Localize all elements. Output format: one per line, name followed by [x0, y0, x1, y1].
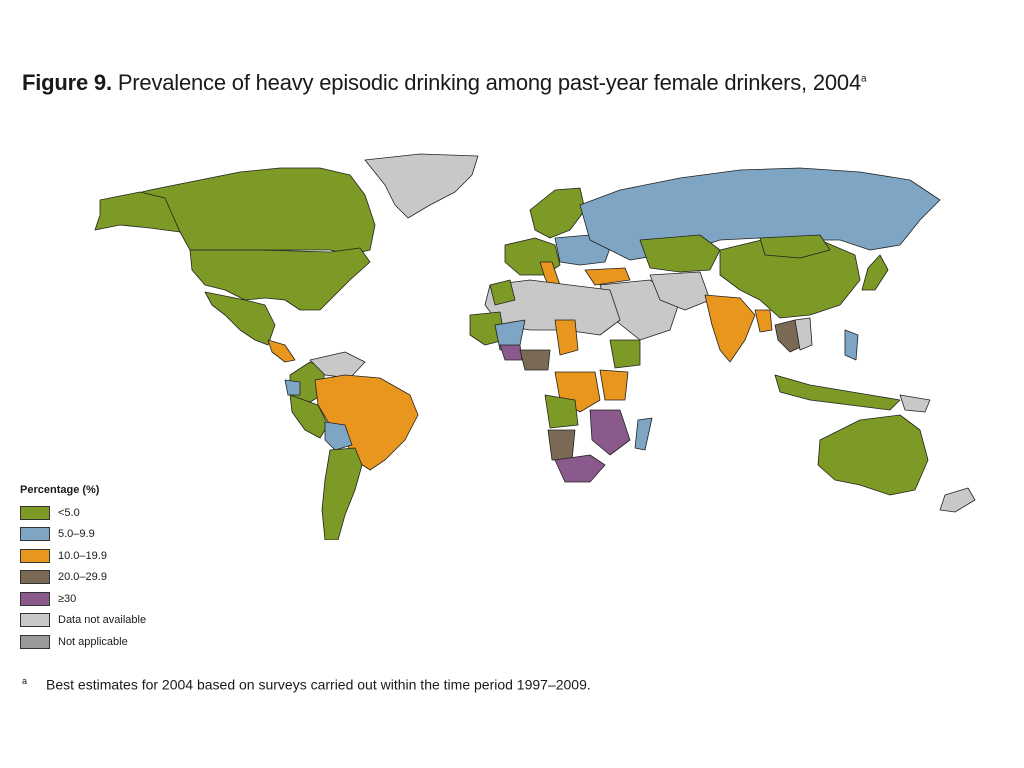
- region-bolivia: [324, 421, 353, 451]
- region-alaska: [94, 191, 181, 233]
- legend-item: 10.0–19.9: [20, 545, 146, 567]
- world-map: [94, 153, 976, 540]
- legend-swatch: [20, 527, 50, 542]
- map-legend: Percentage (%) <5.0 5.0–9.9 10.0–19.9 20.0–…: [20, 484, 146, 653]
- region-vietnam: [794, 317, 813, 351]
- legend-label: ≥30: [58, 592, 77, 605]
- legend-label: Data not available: [58, 614, 147, 627]
- legend-item: Data not available: [20, 610, 146, 632]
- region-nigeria: [499, 344, 523, 361]
- legend-swatch: [20, 613, 50, 628]
- region-philippines: [844, 329, 859, 361]
- region-turkey: [584, 267, 631, 286]
- region-madagascar: [634, 417, 653, 451]
- region-east-africa: [599, 369, 629, 401]
- region-southern-africa: [554, 454, 606, 483]
- region-central-africa: [519, 349, 551, 371]
- region-mali-niger: [469, 311, 506, 346]
- region-japan: [861, 254, 889, 291]
- region-ecuador: [284, 379, 301, 396]
- region-usa: [189, 247, 371, 311]
- legend-label: 20.0–29.9: [58, 571, 107, 584]
- region-peru: [289, 394, 329, 439]
- region-scandinavia: [529, 187, 586, 239]
- region-png: [899, 394, 931, 413]
- region-mexico: [204, 291, 276, 346]
- footnote-mark: a: [22, 676, 28, 686]
- region-myanmar: [754, 309, 773, 333]
- footnote: a Best estimates for 2004 based on survey…: [22, 676, 591, 693]
- region-iran: [649, 271, 711, 311]
- region-australia: [817, 414, 929, 496]
- legend-label: 5.0–9.9: [58, 528, 95, 541]
- legend-swatch: [20, 548, 50, 563]
- region-namibia: [547, 429, 576, 461]
- legend-swatch: [20, 570, 50, 585]
- region-venezuela: [309, 351, 366, 379]
- region-new-zealand: [939, 487, 976, 513]
- region-ethiopia: [609, 339, 641, 369]
- region-angola: [544, 394, 579, 429]
- legend-title: Percentage (%): [20, 484, 100, 496]
- region-zambia-mozambique: [589, 409, 631, 456]
- region-central-america: [267, 339, 296, 363]
- legend-swatch: [20, 591, 50, 606]
- region-india: [704, 294, 756, 363]
- title-footnote-mark: a: [861, 73, 867, 85]
- region-russia: [579, 167, 941, 261]
- legend-swatch: [20, 634, 50, 649]
- region-mongolia: [759, 234, 831, 259]
- figure-label: Figure 9.: [22, 70, 112, 95]
- legend-label: Not applicable: [58, 635, 128, 648]
- figure-title: Figure 9. Prevalence of heavy episodic d…: [22, 70, 867, 96]
- legend-item: ≥30: [20, 588, 146, 610]
- figure-title-text: Prevalence of heavy episodic drinking am…: [117, 70, 862, 95]
- legend-item: 5.0–9.9: [20, 524, 146, 546]
- legend-swatch: [20, 505, 50, 520]
- region-chad: [554, 319, 579, 356]
- region-kazakhstan: [639, 234, 721, 273]
- legend-label: <5.0: [58, 506, 80, 519]
- legend-item: Not applicable: [20, 631, 146, 653]
- region-argentina: [321, 447, 363, 540]
- legend-item: 20.0–29.9: [20, 567, 146, 589]
- region-indonesia: [774, 374, 901, 411]
- legend-label: 10.0–19.9: [58, 549, 107, 562]
- legend-item: <5.0: [20, 502, 146, 524]
- footnote-text: Best estimates for 2004 based on surveys…: [46, 676, 591, 693]
- region-morocco: [489, 279, 516, 306]
- region-greenland: [364, 153, 479, 219]
